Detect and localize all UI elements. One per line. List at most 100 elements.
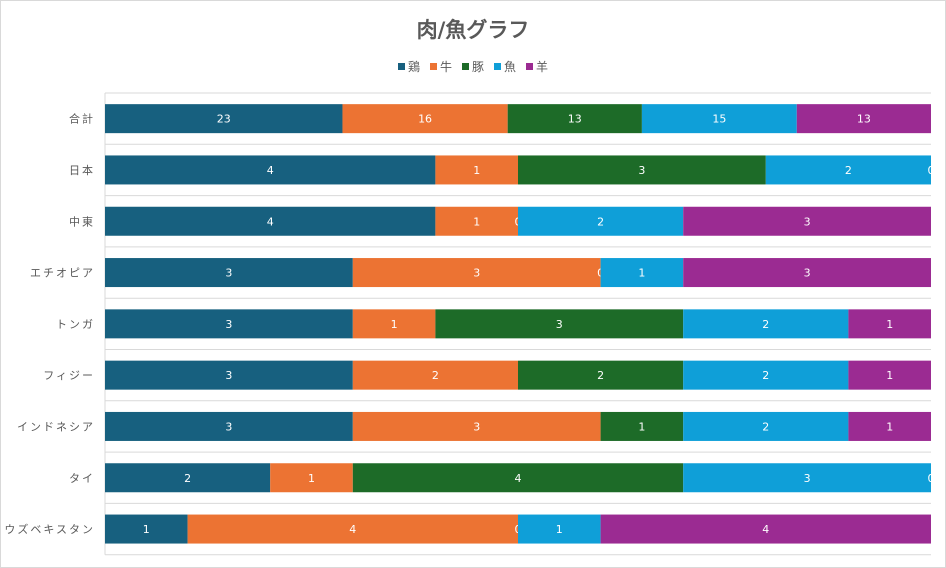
legend-item-3: 魚 <box>494 58 516 75</box>
bar-segment <box>765 155 931 185</box>
data-label: 13 <box>857 113 871 126</box>
data-label: 16 <box>418 113 432 126</box>
category-label: エチオピア <box>30 267 95 280</box>
bar-segment <box>105 360 353 390</box>
data-label: 1 <box>473 164 480 177</box>
category-label: 中東 <box>69 215 95 228</box>
bar-segment <box>352 411 601 441</box>
bar-segment <box>270 463 353 493</box>
legend-swatch <box>397 63 405 70</box>
data-label: 3 <box>804 267 811 280</box>
bar-segment <box>187 514 518 544</box>
bar-segment <box>105 206 436 236</box>
bar-segment <box>105 155 436 185</box>
bar-segment <box>683 411 849 441</box>
data-label: 23 <box>217 113 231 126</box>
category-label: フィジー <box>43 369 95 382</box>
category-label: 日本 <box>69 163 95 177</box>
data-label: 3 <box>225 369 232 382</box>
bar-segment <box>435 309 684 339</box>
bar-segment <box>105 104 343 134</box>
data-label: 13 <box>568 113 582 126</box>
data-label: 1 <box>638 420 645 433</box>
bar-segment <box>600 411 684 441</box>
bar-segment <box>518 206 684 236</box>
chart-title: 肉/魚グラフ <box>416 18 530 42</box>
legend-label: 魚 <box>504 60 517 74</box>
legend-item-4: 羊 <box>526 58 548 75</box>
data-label: 1 <box>473 215 480 228</box>
data-label: 4 <box>267 215 274 228</box>
data-label: 15 <box>712 113 726 126</box>
data-label: 1 <box>556 523 563 536</box>
bar-segment <box>683 463 931 493</box>
data-label: 2 <box>845 164 852 177</box>
bar-segment <box>342 104 508 134</box>
bar-segment <box>352 360 518 390</box>
legend-item-2: 豚 <box>461 58 484 75</box>
bar-segment <box>105 258 353 288</box>
bar-segment <box>352 258 601 288</box>
bar-segment <box>600 258 684 288</box>
data-label: 1 <box>143 523 150 536</box>
data-label: 3 <box>225 420 232 433</box>
data-label: 2 <box>432 369 439 382</box>
data-label: 0 <box>928 164 935 177</box>
legend-swatch <box>526 63 534 70</box>
bar-segment <box>683 309 849 339</box>
data-label: 2 <box>184 472 191 485</box>
data-label: 1 <box>391 318 398 331</box>
category-label: トンガ <box>56 318 95 331</box>
legend-swatch <box>494 63 501 70</box>
bar-segment <box>796 104 931 134</box>
data-label: 2 <box>762 318 769 331</box>
bar-segment <box>435 206 518 236</box>
bar-segment <box>600 514 931 544</box>
data-label: 1 <box>886 420 893 433</box>
data-label: 4 <box>267 164 274 177</box>
data-label: 2 <box>762 369 769 382</box>
data-label: 1 <box>638 267 645 280</box>
bar-segment <box>683 258 931 288</box>
data-label: 2 <box>597 369 604 382</box>
bar-segment <box>352 463 684 493</box>
bar-segment <box>518 514 601 544</box>
bar-segment <box>352 309 436 339</box>
data-label: 3 <box>804 472 811 485</box>
data-label: 3 <box>225 318 232 331</box>
bar-segment <box>507 104 642 134</box>
bar-segment <box>683 360 849 390</box>
data-label: 3 <box>473 420 480 433</box>
data-label: 4 <box>515 472 522 485</box>
bar-segment <box>518 155 766 185</box>
data-label: 1 <box>308 472 315 485</box>
data-label: 0 <box>928 472 935 485</box>
bar-segment <box>641 104 797 134</box>
data-label: 2 <box>597 215 604 228</box>
category-label: タイ <box>69 472 95 485</box>
category-label: ウズベキスタン <box>4 522 95 536</box>
bar-segment <box>848 411 931 441</box>
legend-swatch <box>461 63 469 70</box>
data-label: 3 <box>473 267 480 280</box>
data-label: 4 <box>349 523 356 536</box>
category-label: 合計 <box>69 112 95 126</box>
bar-segment <box>518 360 684 390</box>
data-label: 1 <box>886 369 893 382</box>
bar-segment <box>105 463 271 493</box>
category-label: インドネシア <box>17 420 95 433</box>
data-label: 3 <box>638 164 645 177</box>
data-label: 4 <box>762 523 769 536</box>
data-label: 3 <box>556 318 563 331</box>
bar-segment <box>683 206 931 236</box>
chart-legend: 鶏牛豚魚羊 <box>0 58 946 75</box>
data-label: 3 <box>804 215 811 228</box>
data-label: 1 <box>886 318 893 331</box>
legend-swatch <box>429 63 437 70</box>
legend-label: 豚 <box>471 60 484 74</box>
bar-segment <box>848 309 931 339</box>
legend-label: 羊 <box>536 60 549 74</box>
bar-segment <box>105 411 353 441</box>
bar-segment <box>435 155 518 185</box>
